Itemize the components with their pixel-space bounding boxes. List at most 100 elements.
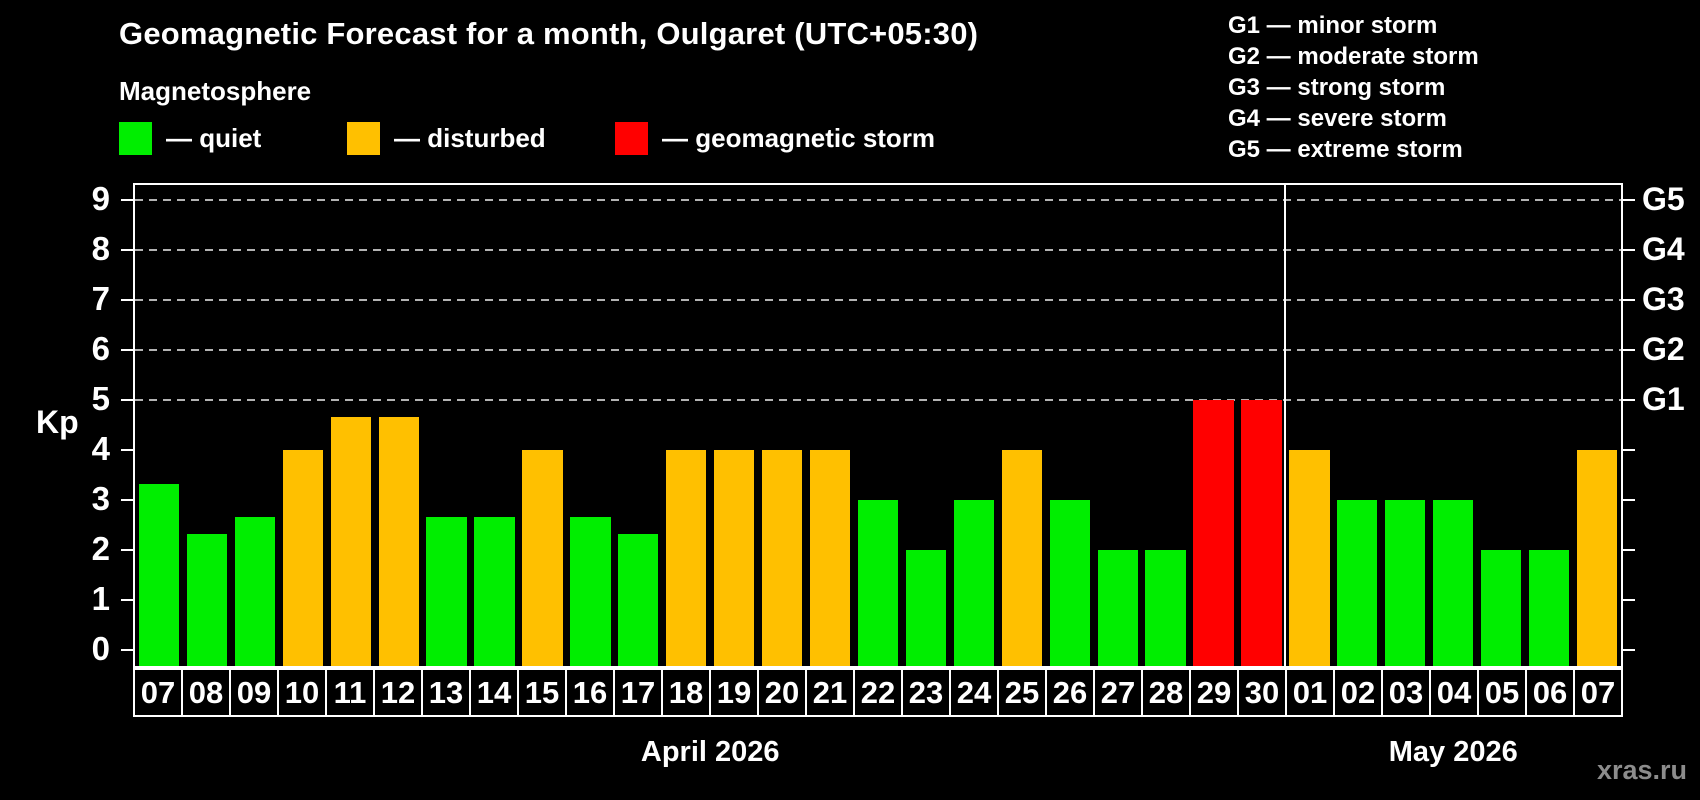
- day-label-cell: 29: [1189, 668, 1239, 717]
- day-label-cell: 23: [901, 668, 951, 717]
- kp-bar-21: [809, 450, 851, 666]
- y-tick-label: 7: [91, 280, 110, 317]
- y-axis-tick-left: [121, 199, 133, 201]
- y-axis-tick-left: [121, 399, 133, 401]
- month-label-1: May 2026: [1388, 736, 1518, 768]
- kp-bar-28: [1145, 550, 1186, 666]
- legend-label-storm: — geomagnetic storm: [662, 122, 936, 153]
- kp-bar-01: [1289, 450, 1330, 666]
- g-scale-legend: G1 — minor storm G2 — moderate storm G3 …: [1228, 10, 1479, 165]
- kp-bar-20: [761, 450, 803, 666]
- day-label-cell: 27: [1093, 668, 1143, 717]
- chart-subtitle: Magnetosphere: [119, 76, 312, 106]
- storm-color-swatch-icon: [615, 121, 648, 155]
- day-label-cell: 15: [517, 668, 567, 717]
- day-label-cell: 14: [469, 668, 519, 717]
- g-legend-line-g3: G3 — strong storm: [1228, 74, 1446, 101]
- kp-bar-25: [1001, 450, 1042, 666]
- y-axis-tick-left: [121, 599, 133, 601]
- y-axis-tick-left: [121, 499, 133, 501]
- day-label-cell: 22: [853, 668, 903, 717]
- kp-bar-18: [666, 450, 707, 666]
- kp-bar-14: [474, 516, 515, 666]
- day-label-cell: 01: [1285, 668, 1335, 717]
- day-label-cell: 13: [421, 668, 471, 717]
- day-label-cell: 16: [565, 668, 615, 717]
- kp-bar-07: [1576, 450, 1618, 666]
- kp-bar-07: [138, 483, 180, 666]
- gridline-kp8: [135, 249, 1621, 251]
- day-label-cell: 26: [1045, 668, 1095, 717]
- day-label-cell: 11: [325, 668, 375, 717]
- kp-bar-11: [330, 416, 371, 666]
- kp-bar-15: [522, 450, 563, 666]
- day-label-cell: 09: [229, 668, 279, 717]
- y-tick-label: 3: [91, 480, 110, 517]
- day-label-cell: 08: [181, 668, 231, 717]
- legend-item-disturbed: — disturbed: [347, 121, 546, 155]
- y-axis-tick-right: [1623, 299, 1635, 301]
- day-label-cell: 07: [133, 668, 183, 717]
- day-label-cell: 12: [373, 668, 423, 717]
- g-legend-line-g5: G5 — extreme storm: [1228, 136, 1463, 163]
- month-label-0: April 2026: [640, 736, 780, 768]
- legend-label-quiet: — quiet: [166, 122, 262, 153]
- g-level-label-g3: G3: [1642, 281, 1685, 317]
- day-label-cell: 17: [613, 668, 663, 717]
- day-label-cell: 18: [661, 668, 711, 717]
- kp-bar-27: [1097, 550, 1138, 666]
- y-tick-label: 2: [91, 530, 110, 567]
- y-axis-tick-left: [121, 449, 133, 451]
- y-axis-tick-right: [1623, 199, 1635, 201]
- day-label-cell: 19: [709, 668, 759, 717]
- kp-bar-03: [1385, 500, 1426, 666]
- g-level-label-g5: G5: [1642, 181, 1685, 217]
- kp-bar-10: [282, 450, 323, 666]
- g-legend-line-g4: G4 — severe storm: [1228, 105, 1447, 132]
- y-axis-tick-right: [1623, 449, 1635, 451]
- kp-bar-29: [1193, 400, 1234, 666]
- gridline-kp6: [135, 349, 1621, 351]
- day-label-cell: 10: [277, 668, 327, 717]
- kp-bar-08: [186, 533, 228, 666]
- y-axis-tick-right: [1623, 499, 1635, 501]
- day-label-cell: 30: [1237, 668, 1287, 717]
- day-axis-row: 07 08 09 10 11 12 13 14 15 16 17 18 19 20 21 22 23 24 25 26…: [133, 668, 1623, 717]
- y-tick-label: 9: [91, 180, 110, 217]
- kp-bar-04: [1433, 500, 1474, 666]
- gridline-kp5: [135, 399, 1621, 401]
- day-label-cell: 25: [997, 668, 1047, 717]
- g-legend-line-g1: G1 — minor storm: [1228, 12, 1438, 39]
- kp-bar-16: [570, 516, 611, 666]
- g-level-label-g4: G4: [1642, 231, 1685, 267]
- kp-bar-26: [1049, 500, 1090, 666]
- watermark: xras.ru: [1596, 755, 1687, 785]
- day-label-cell: 04: [1429, 668, 1479, 717]
- kp-bar-06: [1528, 550, 1570, 666]
- y-axis-tick-right: [1623, 599, 1635, 601]
- legend-item-storm: — geomagnetic storm: [615, 121, 935, 155]
- gridline-kp9: [135, 199, 1621, 201]
- kp-bar-05: [1481, 550, 1522, 666]
- g-level-label-g2: G2: [1642, 331, 1685, 367]
- day-label-cell: 21: [805, 668, 855, 717]
- legend-label-disturbed: — disturbed: [394, 122, 546, 153]
- y-axis-tick-right: [1623, 399, 1635, 401]
- disturbed-color-swatch-icon: [347, 121, 380, 155]
- y-tick-label: 8: [91, 230, 110, 267]
- kp-bar-24: [953, 500, 994, 666]
- y-tick-label: 1: [91, 580, 110, 617]
- kp-bar-13: [426, 516, 467, 666]
- day-label-cell: 07: [1573, 668, 1623, 717]
- y-axis-tick-left: [121, 249, 133, 251]
- plot-area: [133, 183, 1623, 668]
- kp-bar-23: [905, 550, 947, 666]
- y-axis-tick-right: [1623, 349, 1635, 351]
- g-legend-line-g2: G2 — moderate storm: [1228, 43, 1479, 70]
- legend-item-quiet: — quiet: [119, 121, 261, 155]
- kp-bar-02: [1337, 500, 1378, 666]
- y-axis-tick-left: [121, 299, 133, 301]
- kp-bar-12: [378, 416, 419, 666]
- quiet-color-swatch-icon: [119, 121, 152, 155]
